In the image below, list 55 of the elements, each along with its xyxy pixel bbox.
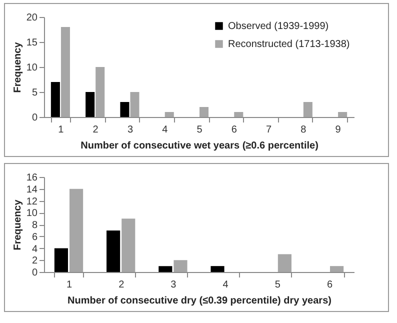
y-tick-label: 0 <box>32 112 38 124</box>
bar <box>130 92 140 117</box>
x-tick-label: 7 <box>266 124 272 136</box>
bar <box>54 248 68 272</box>
y-tick-label: 5 <box>32 88 38 98</box>
y-tick-label: 2 <box>32 256 38 267</box>
legend-label: Reconstructed (1713-1938) <box>228 39 350 50</box>
x-tick-label: 3 <box>170 280 177 290</box>
y-tick-label: 10 <box>26 62 38 74</box>
bar <box>50 82 60 117</box>
y-tick-label: 8 <box>32 220 38 231</box>
legend-label: Observed (1939-1999) <box>228 21 329 32</box>
bar <box>303 102 312 117</box>
y-tick-label: 15 <box>26 38 38 48</box>
bar <box>210 266 224 272</box>
x-tick-label: 6 <box>231 124 238 136</box>
x-axis-title: Number of consecutive dry (≤0.39 percentile) dry years) <box>68 296 332 306</box>
bar <box>164 112 174 117</box>
bar <box>158 266 172 272</box>
y-tick-label: 12 <box>26 196 38 208</box>
x-tick-label: 4 <box>162 124 168 136</box>
x-tick-label: 2 <box>92 124 99 136</box>
x-tick-label: 1 <box>58 124 64 136</box>
x-tick-label: 2 <box>118 280 125 290</box>
bar <box>278 254 292 272</box>
x-tick-label: 4 <box>222 280 229 290</box>
x-tick-label: 3 <box>127 124 134 136</box>
bar <box>96 67 105 117</box>
y-axis-title: Frequency <box>12 42 24 93</box>
x-axis-title: Number of consecutive wet years (≥0.6 percentile) <box>80 140 318 152</box>
y-tick-label: 0 <box>32 268 38 278</box>
y-tick-label: 6 <box>32 232 38 243</box>
bar <box>200 107 209 117</box>
y-tick-label: 16 <box>26 172 38 184</box>
bar <box>330 266 344 272</box>
bar <box>120 102 130 117</box>
y-tick-label: 20 <box>26 12 38 24</box>
bar <box>86 92 95 117</box>
y-axis-title: Frequency <box>12 199 24 250</box>
y-tick-label: 14 <box>26 184 38 196</box>
bar <box>122 218 136 272</box>
x-tick-label: 8 <box>300 124 307 136</box>
bar <box>60 27 70 117</box>
bar <box>70 188 84 272</box>
bar <box>106 230 120 272</box>
y-tick-label: 4 <box>32 244 38 255</box>
x-tick-label: 6 <box>326 280 333 290</box>
y-tick-label: 10 <box>26 208 38 220</box>
x-tick-label: 1 <box>66 280 72 290</box>
x-tick-label: 5 <box>196 124 203 136</box>
x-tick-label: 9 <box>335 124 342 136</box>
bar <box>234 112 244 117</box>
bar <box>338 112 348 117</box>
bar <box>174 260 188 272</box>
x-tick-label: 5 <box>274 280 281 290</box>
